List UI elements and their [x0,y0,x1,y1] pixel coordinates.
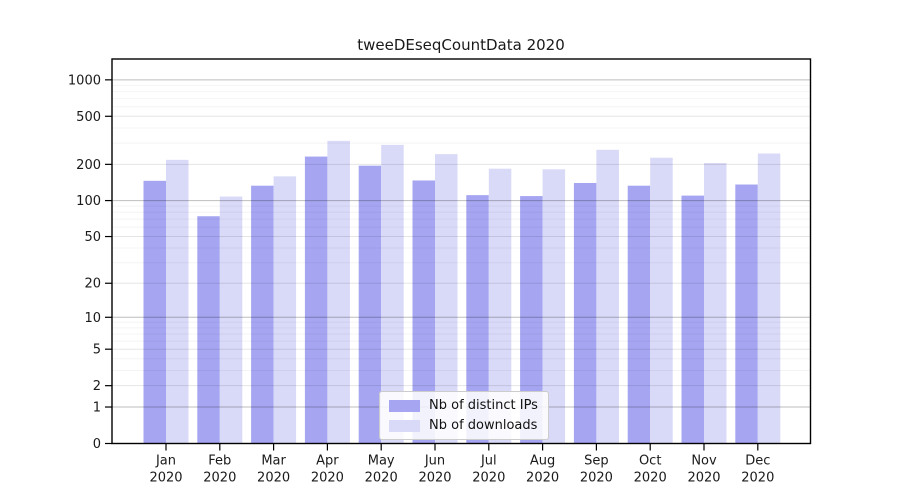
x-tick-label-month-aug: Aug [530,454,555,469]
bar-downloads-feb [219,196,243,444]
bar-distinct-ips-may [358,165,382,444]
bar-distinct-ips-dec [735,184,758,444]
legend-label-distinct-ips: Nb of distinct IPs [429,398,538,413]
y-tick-label-10: 10 [84,311,101,326]
bar-distinct-ips-aug [520,196,543,444]
bar-downloads-may [381,144,404,444]
y-tick-label-200: 200 [76,158,101,173]
y-tick-label-20: 20 [84,277,101,292]
legend-swatch-distinct-ips [389,399,420,412]
legend-item-downloads: Nb of downloads [389,418,538,433]
x-tick-label-year-aug: 2020 [526,471,559,486]
bar-downloads-jun [435,154,458,444]
x-tick-label-month-mar: Mar [261,454,286,469]
x-tick-label-month-may: May [368,454,395,469]
x-tick-label-year-may: 2020 [365,471,398,486]
bar-downloads-jul [488,168,512,444]
bar-downloads-apr [327,140,350,444]
x-tick-label-year-nov: 2020 [687,471,720,486]
y-tick-label-5: 5 [93,343,101,358]
legend-swatch-downloads [389,419,420,432]
y-tick-label-1: 1 [93,401,101,416]
bar-downloads-mar [273,176,297,444]
bar-downloads-dec [757,153,781,444]
x-tick-label-year-apr: 2020 [311,471,344,486]
bar-distinct-ips-mar [251,185,274,444]
x-tick-label-month-sep: Sep [584,454,609,469]
legend-label-downloads: Nb of downloads [429,418,538,433]
plot-frame [111,58,812,445]
y-tick-label-100: 100 [76,194,101,209]
legend-item-distinct-ips: Nb of distinct IPs [389,398,538,413]
x-tick-label-year-sep: 2020 [580,471,613,486]
y-tick-label-0: 0 [93,437,101,452]
legend: Nb of distinct IPs Nb of downloads [379,391,549,440]
y-tick-label-1000: 1000 [68,73,101,88]
x-tick-label-year-jan: 2020 [149,471,182,486]
bar-downloads-aug [542,169,566,444]
x-tick-label-month-feb: Feb [208,454,231,469]
bar-distinct-ips-apr [304,156,328,444]
x-tick-label-year-jun: 2020 [418,471,451,486]
x-tick-label-year-mar: 2020 [257,471,290,486]
x-tick-label-year-dec: 2020 [741,471,774,486]
bar-distinct-ips-jan [143,180,166,444]
y-tick-label-2: 2 [93,379,101,394]
x-tick-label-year-jul: 2020 [472,471,505,486]
bar-distinct-ips-jul [466,195,489,444]
bar-distinct-ips-jun [412,180,435,444]
bar-distinct-ips-sep [573,183,597,444]
x-tick-label-year-feb: 2020 [203,471,236,486]
bar-downloads-nov [704,163,727,444]
bar-downloads-jan [166,159,189,444]
chart-title: tweeDEseqCountData 2020 [357,36,565,54]
x-tick-label-month-oct: Oct [639,454,661,469]
x-tick-label-month-jul: Jul [480,454,497,469]
x-tick-label-month-jan: Jan [155,454,176,469]
y-tick-label-500: 500 [76,110,101,125]
x-tick-label-month-nov: Nov [691,454,717,469]
bar-downloads-sep [596,149,619,444]
x-tick-label-month-dec: Dec [745,454,770,469]
bar-downloads-oct [650,157,673,444]
bar-distinct-ips-nov [681,195,704,444]
y-tick-label-50: 50 [84,230,101,245]
x-tick-label-month-jun: Jun [424,454,445,469]
x-tick-label-year-oct: 2020 [634,471,667,486]
bar-distinct-ips-oct [627,185,651,444]
x-tick-label-month-apr: Apr [316,454,339,469]
bar-distinct-ips-feb [197,216,220,444]
